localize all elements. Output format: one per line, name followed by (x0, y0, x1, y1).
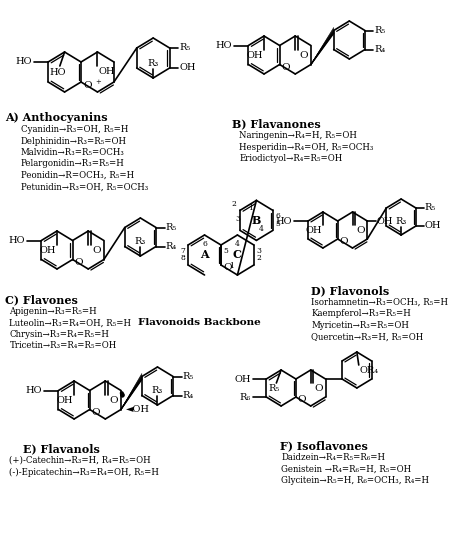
Text: OR₄: OR₄ (360, 366, 379, 375)
Text: Luteolin→R₃=R₄=OH, R₅=H: Luteolin→R₃=R₄=OH, R₅=H (9, 318, 131, 327)
Text: R₃: R₃ (395, 217, 407, 226)
Text: R₅: R₅ (165, 223, 177, 232)
Text: O: O (315, 384, 323, 393)
Text: Eriodictyol→R₄=R₅=OH: Eriodictyol→R₄=R₅=OH (239, 154, 343, 163)
Text: OH: OH (235, 374, 251, 383)
Text: (-)-Epicatechin→R₃=R₄=OH, R₅=H: (-)-Epicatechin→R₃=R₄=OH, R₅=H (9, 467, 159, 477)
Text: OH: OH (377, 216, 393, 225)
Text: Chrysin→R₃=R₄=R₅=H: Chrysin→R₃=R₄=R₅=H (9, 330, 109, 339)
Text: R₃: R₃ (135, 237, 146, 246)
Text: Peonidin→R=OCH₃, R₅=H: Peonidin→R=OCH₃, R₅=H (21, 171, 134, 180)
Text: ◄OH: ◄OH (126, 404, 150, 413)
Text: R₅: R₅ (374, 26, 386, 35)
Text: A: A (200, 249, 209, 261)
Text: Tricetin→R₃=R₄=R₅=OH: Tricetin→R₃=R₄=R₅=OH (9, 342, 117, 350)
Text: O: O (74, 258, 83, 267)
Text: Kaempferol→R₃=R₅=H: Kaempferol→R₃=R₅=H (311, 310, 411, 318)
Text: O: O (339, 237, 347, 246)
Text: Delphinidin→R₃=R₅=OH: Delphinidin→R₃=R₅=OH (21, 137, 127, 145)
Text: Daidzein→R₄=R₅=R₆=H: Daidzein→R₄=R₅=R₆=H (281, 453, 385, 462)
Text: R₄: R₄ (374, 45, 386, 54)
Text: D) Flavonols: D) Flavonols (311, 285, 390, 296)
Text: 6: 6 (276, 213, 281, 221)
Text: (+)-Catechin→R₃=H, R₄=R₅=OH: (+)-Catechin→R₃=H, R₄=R₅=OH (9, 456, 151, 465)
Text: O: O (299, 51, 308, 60)
Text: 3: 3 (257, 247, 262, 255)
Text: Glycitein→R₅=H, R₆=OCH₃, R₄=H: Glycitein→R₅=H, R₆=OCH₃, R₄=H (281, 476, 429, 485)
Text: Apigenin→R₃=R₅=H: Apigenin→R₃=R₅=H (9, 307, 97, 316)
Text: 6: 6 (202, 240, 207, 248)
Text: B) Flavanones: B) Flavanones (232, 118, 320, 129)
Text: O: O (356, 226, 365, 235)
Text: R₃: R₃ (152, 386, 163, 395)
Text: O: O (91, 408, 100, 417)
Text: Flavonoids Backbone: Flavonoids Backbone (138, 318, 261, 327)
Text: Malvidin→R₃=R₅=OCH₃: Malvidin→R₃=R₅=OCH₃ (21, 148, 125, 157)
Text: Genistein →R₄=R₆=H, R₅=OH: Genistein →R₄=R₆=H, R₅=OH (281, 465, 411, 474)
Text: E) Flavanols: E) Flavanols (23, 443, 100, 454)
Text: OH: OH (56, 396, 73, 405)
Text: 1: 1 (229, 262, 234, 270)
Text: R₆: R₆ (240, 392, 251, 402)
Text: OH: OH (39, 246, 56, 255)
Text: HO: HO (9, 236, 25, 245)
Text: Quercetin→R₃=H, R₅=OH: Quercetin→R₃=H, R₅=OH (311, 333, 424, 342)
Text: 2: 2 (231, 200, 236, 208)
Text: OH: OH (246, 51, 263, 60)
Text: Cyanidin→R₃=OH, R₅=H: Cyanidin→R₃=OH, R₅=H (21, 125, 128, 134)
Text: Naringenin→R₄=H, R₅=OH: Naringenin→R₄=H, R₅=OH (239, 131, 357, 140)
Text: F) Isoflavones: F) Isoflavones (280, 440, 368, 451)
Text: R₄: R₄ (165, 242, 177, 251)
Text: Hesperidin→R₄=OH, R₅=OCH₃: Hesperidin→R₄=OH, R₅=OCH₃ (239, 143, 374, 152)
Text: Petunidin→R₃=OH, R₅=OCH₃: Petunidin→R₃=OH, R₅=OCH₃ (21, 183, 148, 192)
Text: A) Anthocyanins: A) Anthocyanins (5, 112, 108, 123)
Text: OH: OH (305, 226, 322, 235)
Text: R₅: R₅ (179, 43, 191, 52)
Text: R₅: R₅ (269, 384, 280, 393)
Text: 2: 2 (257, 254, 262, 262)
Text: C: C (233, 249, 242, 261)
Text: 4: 4 (235, 240, 240, 248)
Text: 5: 5 (224, 247, 228, 255)
Text: 8: 8 (180, 254, 185, 262)
Text: O: O (109, 396, 118, 405)
Text: R₅: R₅ (182, 372, 194, 381)
Text: 1: 1 (248, 205, 253, 213)
Text: 3: 3 (236, 215, 241, 223)
Text: R₃: R₃ (147, 59, 159, 68)
Text: R₅: R₅ (424, 203, 436, 213)
Text: C) Flavones: C) Flavones (5, 294, 78, 305)
Text: HO: HO (216, 41, 232, 50)
Text: R₄: R₄ (182, 391, 194, 400)
Text: HO: HO (16, 58, 32, 67)
Text: O: O (83, 81, 91, 90)
Text: 7: 7 (180, 247, 185, 255)
Text: +: + (95, 78, 100, 86)
Text: Isorhamnetin→R₃=OCH₃, R₅=H: Isorhamnetin→R₃=OCH₃, R₅=H (311, 298, 448, 307)
Text: OH: OH (424, 222, 441, 231)
Text: HO: HO (26, 386, 42, 395)
Text: Pelargonidin→R₃=R₅=H: Pelargonidin→R₃=R₅=H (21, 160, 125, 169)
Text: 5: 5 (276, 221, 281, 229)
Text: 4: 4 (259, 225, 264, 233)
Text: HO: HO (275, 216, 292, 225)
Text: O: O (281, 63, 290, 72)
Text: O: O (223, 263, 232, 272)
Text: Myricetin→R₃=R₅=OH: Myricetin→R₃=R₅=OH (311, 321, 410, 330)
Text: O: O (297, 395, 306, 404)
Text: O: O (92, 246, 100, 255)
Text: OH: OH (99, 67, 115, 76)
Text: B: B (252, 215, 261, 226)
Text: HO: HO (50, 68, 66, 77)
Text: OH: OH (179, 64, 196, 73)
